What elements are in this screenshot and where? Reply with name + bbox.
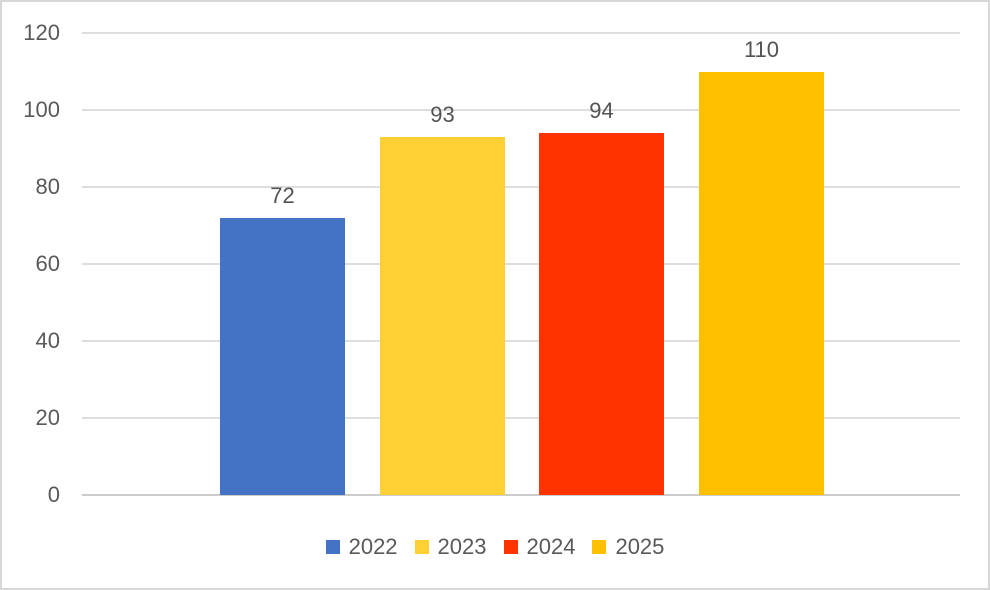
bar-2024: [539, 133, 664, 495]
y-tick-label-0: 0: [47, 482, 60, 507]
legend: 2022 2023 2024 2025: [2, 533, 988, 561]
gridline-100: [82, 109, 960, 111]
y-tick-label-80: 80: [35, 174, 60, 199]
legend-swatch-2023: [414, 540, 429, 554]
gridline-60: [82, 263, 960, 265]
legend-label-2022: 2022: [348, 534, 398, 559]
legend-label-2025: 2025: [615, 534, 665, 559]
y-tick-label-20: 20: [35, 405, 60, 430]
gridline-20: [82, 417, 960, 419]
gridline-120: [82, 32, 960, 34]
gridline-0: [82, 494, 960, 496]
y-tick-label-60: 60: [35, 251, 60, 276]
bar-2023: [380, 136, 505, 495]
legend-item-2022: 2022: [325, 533, 398, 561]
legend-label-2023: 2023: [437, 534, 487, 559]
y-tick-label-120: 120: [23, 20, 60, 45]
data-label-2023: 93: [430, 101, 455, 127]
y-tick-label-100: 100: [23, 97, 60, 122]
data-label-2024: 94: [589, 98, 614, 124]
gridline-80: [82, 186, 960, 188]
data-label-2025: 110: [743, 36, 780, 62]
gridline-40: [82, 340, 960, 342]
legend-swatch-2022: [325, 540, 340, 554]
bar-2025: [699, 71, 824, 495]
y-tick-label-40: 40: [35, 328, 60, 353]
legend-item-2023: 2023: [414, 533, 487, 561]
legend-swatch-2025: [592, 540, 607, 554]
legend-swatch-2024: [503, 540, 518, 554]
legend-label-2024: 2024: [526, 534, 576, 559]
data-label-2022: 72: [270, 182, 295, 208]
bar-2022: [220, 217, 345, 495]
legend-item-2025: 2025: [592, 533, 664, 561]
legend-item-2024: 2024: [503, 533, 576, 561]
